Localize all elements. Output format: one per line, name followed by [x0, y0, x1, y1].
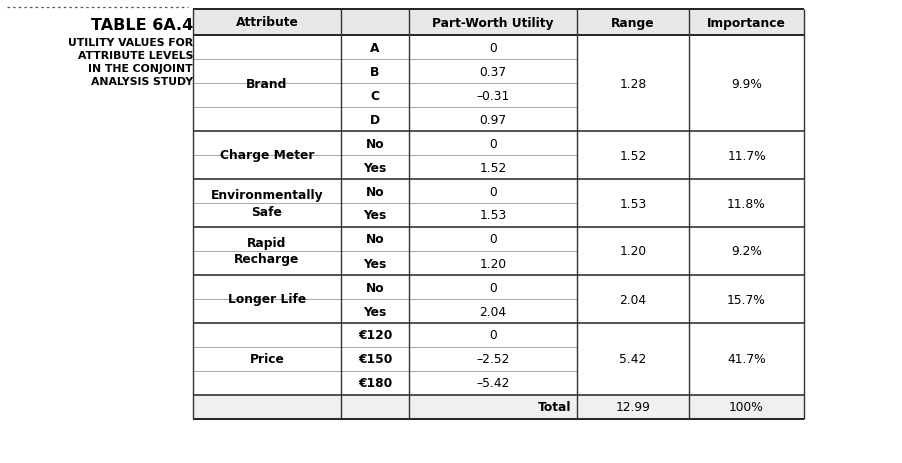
Text: 11.8%: 11.8%	[726, 197, 765, 210]
Text: ANALYSIS STUDY: ANALYSIS STUDY	[91, 77, 193, 87]
Text: 0: 0	[489, 41, 496, 54]
Bar	[193, 395, 803, 419]
Text: Rapid
Recharge: Rapid Recharge	[234, 237, 299, 266]
Text: C: C	[370, 89, 379, 102]
Text: 41.7%: 41.7%	[726, 353, 765, 366]
Text: 9.9%: 9.9%	[731, 77, 761, 90]
Text: 100%: 100%	[728, 400, 763, 413]
Text: 9.2%: 9.2%	[731, 245, 761, 258]
Text: No: No	[365, 185, 384, 198]
Text: Total: Total	[537, 400, 570, 413]
Text: No: No	[365, 137, 384, 150]
Text: 15.7%: 15.7%	[726, 293, 765, 306]
Text: No: No	[365, 281, 384, 294]
Text: 1.53: 1.53	[619, 197, 646, 210]
Text: 11.7%: 11.7%	[726, 149, 765, 162]
Text: Attribute: Attribute	[235, 17, 298, 30]
Text: Part-Worth Utility: Part-Worth Utility	[432, 17, 553, 30]
Text: –0.31: –0.31	[476, 89, 509, 102]
Text: 1.53: 1.53	[479, 209, 506, 222]
Text: Yes: Yes	[363, 209, 386, 222]
Text: UTILITY VALUES FOR: UTILITY VALUES FOR	[68, 38, 193, 48]
Text: 1.28: 1.28	[619, 77, 646, 90]
Text: Price: Price	[249, 353, 284, 366]
Text: Charge Meter: Charge Meter	[219, 149, 314, 162]
Text: Brand: Brand	[246, 77, 288, 90]
Text: Yes: Yes	[363, 161, 386, 174]
Text: Longer Life: Longer Life	[227, 293, 306, 306]
Text: €150: €150	[357, 353, 391, 366]
Text: No: No	[365, 233, 384, 246]
Text: €120: €120	[357, 329, 391, 342]
Text: Importance: Importance	[706, 17, 785, 30]
Text: 0: 0	[489, 281, 496, 294]
Text: TABLE 6A.4: TABLE 6A.4	[90, 18, 193, 33]
Text: 1.20: 1.20	[479, 257, 506, 270]
Text: 5.42: 5.42	[619, 353, 646, 366]
Text: Environmentally
Safe: Environmentally Safe	[210, 189, 323, 218]
Text: 2.04: 2.04	[619, 293, 646, 306]
Text: D: D	[370, 113, 380, 126]
Text: 1.20: 1.20	[619, 245, 646, 258]
Text: 0: 0	[489, 185, 496, 198]
Text: 0.97: 0.97	[479, 113, 506, 126]
Text: 0: 0	[489, 233, 496, 246]
Text: 2.04: 2.04	[479, 305, 506, 318]
Text: Yes: Yes	[363, 257, 386, 270]
Text: A: A	[370, 41, 380, 54]
Bar	[193, 10, 803, 419]
Text: –2.52: –2.52	[475, 353, 509, 366]
Text: 12.99: 12.99	[615, 400, 649, 413]
Text: 0.37: 0.37	[479, 65, 506, 78]
Text: Range: Range	[611, 17, 654, 30]
Text: €180: €180	[357, 377, 391, 390]
Text: 0: 0	[489, 137, 496, 150]
Text: Yes: Yes	[363, 305, 386, 318]
Text: IN THE CONJOINT: IN THE CONJOINT	[88, 64, 193, 74]
Text: 1.52: 1.52	[619, 149, 646, 162]
Text: ATTRIBUTE LEVELS: ATTRIBUTE LEVELS	[78, 51, 193, 61]
Text: 1.52: 1.52	[479, 161, 506, 174]
Text: –5.42: –5.42	[475, 377, 509, 390]
Bar	[193, 10, 803, 36]
Text: B: B	[370, 65, 379, 78]
Text: 0: 0	[489, 329, 496, 342]
